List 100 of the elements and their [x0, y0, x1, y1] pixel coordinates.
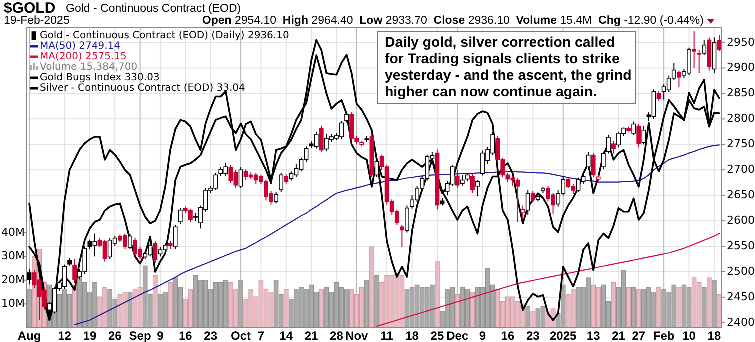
y-tick-label: 2600 [727, 214, 755, 228]
x-tick-label: Nov [346, 329, 369, 342]
y-tick-label: 2850 [727, 86, 755, 100]
x-tick-label: 16 [501, 329, 515, 342]
x-tick-label: 16 [178, 329, 193, 342]
candlestick [238, 167, 244, 189]
text: 19-Feb-2025 [4, 15, 70, 27]
candlestick [173, 224, 178, 250]
text: Low 2933.70 [353, 15, 428, 27]
candlestick [374, 159, 380, 178]
y-tick-label: 2750 [727, 138, 755, 151]
legend-label: MA(50) 2749.14 [40, 41, 121, 52]
x-tick-label: 27 [632, 329, 646, 342]
candlestick [128, 234, 132, 250]
bar [370, 246, 374, 328]
bar [530, 311, 536, 328]
line-series [74, 144, 720, 326]
y-tick-label: 2500 [727, 264, 755, 278]
legend-label: Silver - Continuous Contract (EOD) 33.04 [40, 83, 246, 94]
text: Open 2954.10 [202, 15, 277, 27]
x-tick-label: 9 [157, 329, 164, 342]
candlestick [697, 50, 702, 74]
x-tick-label: 25 [430, 329, 444, 342]
x-tick-label: 18 [708, 329, 722, 342]
candlestick [656, 90, 662, 102]
bar [706, 278, 712, 328]
text: High 2964.40 [276, 15, 354, 27]
legend-label: MA(200) 2575.15 [40, 52, 127, 63]
legend-label: Gold - Continuous Contract (EOD) (Daily) 2936.10 [40, 30, 290, 42]
candlestick [632, 121, 636, 136]
y2-tick-label: 20M [2, 273, 25, 286]
x-tick-label: 2025 [550, 329, 578, 342]
legend-label: Gold Bugs Index 330.03 [40, 72, 160, 84]
bar [656, 287, 662, 328]
x-tick-label: 12 [58, 329, 72, 342]
legend-label: Volume 15,384,700 [40, 62, 138, 74]
line-series [376, 233, 720, 328]
x-tick-label: 9 [479, 329, 486, 342]
candlestick [178, 208, 183, 225]
y-tick-label: 2800 [727, 112, 755, 126]
candlestick [601, 151, 606, 170]
bar [168, 282, 173, 328]
bar [72, 284, 78, 328]
x-tick-label: 18 [406, 329, 420, 342]
text: Chg -12.90 (-0.44%) [592, 15, 704, 27]
annotation: Daily gold, silver correction called for Trading signals clients to strike yesterday - and the ascent, the grind higher can now continue again. [385, 35, 632, 100]
candlestick [460, 174, 465, 186]
candlestick [586, 152, 591, 171]
x-tick-label: Feb [653, 329, 675, 342]
y2-tick-label: 10M [2, 297, 25, 310]
candlestick [530, 190, 536, 204]
x-tick-label: 10 [682, 329, 696, 342]
candlestick [612, 140, 616, 154]
candlestick [153, 240, 158, 264]
y-tick-label: 2450 [727, 290, 755, 304]
candlestick [344, 112, 350, 124]
candlestick [274, 192, 279, 204]
bar [626, 287, 632, 328]
candlestick [692, 31, 697, 69]
candlestick [476, 180, 480, 198]
text: Volume 15.4M [510, 15, 592, 27]
candlestick [405, 205, 410, 234]
x-tick-label: 23 [526, 329, 540, 342]
candlestick [636, 124, 642, 148]
bar [435, 261, 440, 328]
x-tick-label: 19 [83, 329, 97, 342]
bar [611, 282, 616, 328]
x-tick-label: 14 [280, 329, 294, 342]
candlestick [470, 174, 475, 194]
bar [676, 287, 682, 328]
x-tick-label: 11 [380, 329, 394, 342]
candlestick [606, 134, 611, 154]
bar [153, 275, 158, 328]
bar [284, 290, 289, 328]
x-tick-label: Oct [231, 329, 252, 342]
x-tick-label: 21 [612, 329, 626, 342]
candlestick [642, 126, 646, 146]
x-tick-label: 21 [304, 329, 319, 342]
x-tick-label: 23 [204, 329, 218, 342]
x-tick-label: Dec [446, 329, 469, 342]
x-tick-label: 7 [258, 329, 265, 342]
candlestick [591, 152, 596, 178]
y2-tick-label: 40M [2, 226, 25, 239]
candlestick [455, 170, 460, 188]
y-tick-label: 2650 [727, 188, 755, 202]
bar [636, 290, 642, 328]
candlestick [284, 174, 289, 184]
y-tick-label: 2950 [727, 36, 755, 49]
candlestick [319, 125, 324, 153]
chart-subtitle: Gold - Continuous Contract (EOD) [66, 3, 242, 15]
y-tick-label: 2400 [727, 316, 755, 329]
chart-title: $GOLD [4, 0, 56, 17]
candlestick [400, 224, 404, 248]
x-tick-label: 26 [108, 329, 122, 342]
text: Close 2936.10 [427, 15, 510, 27]
candlestick [702, 40, 707, 56]
candlestick [72, 258, 78, 284]
y-tick-label: 2900 [727, 61, 755, 74]
bar [455, 294, 460, 328]
x-tick-label: 13 [586, 329, 601, 342]
